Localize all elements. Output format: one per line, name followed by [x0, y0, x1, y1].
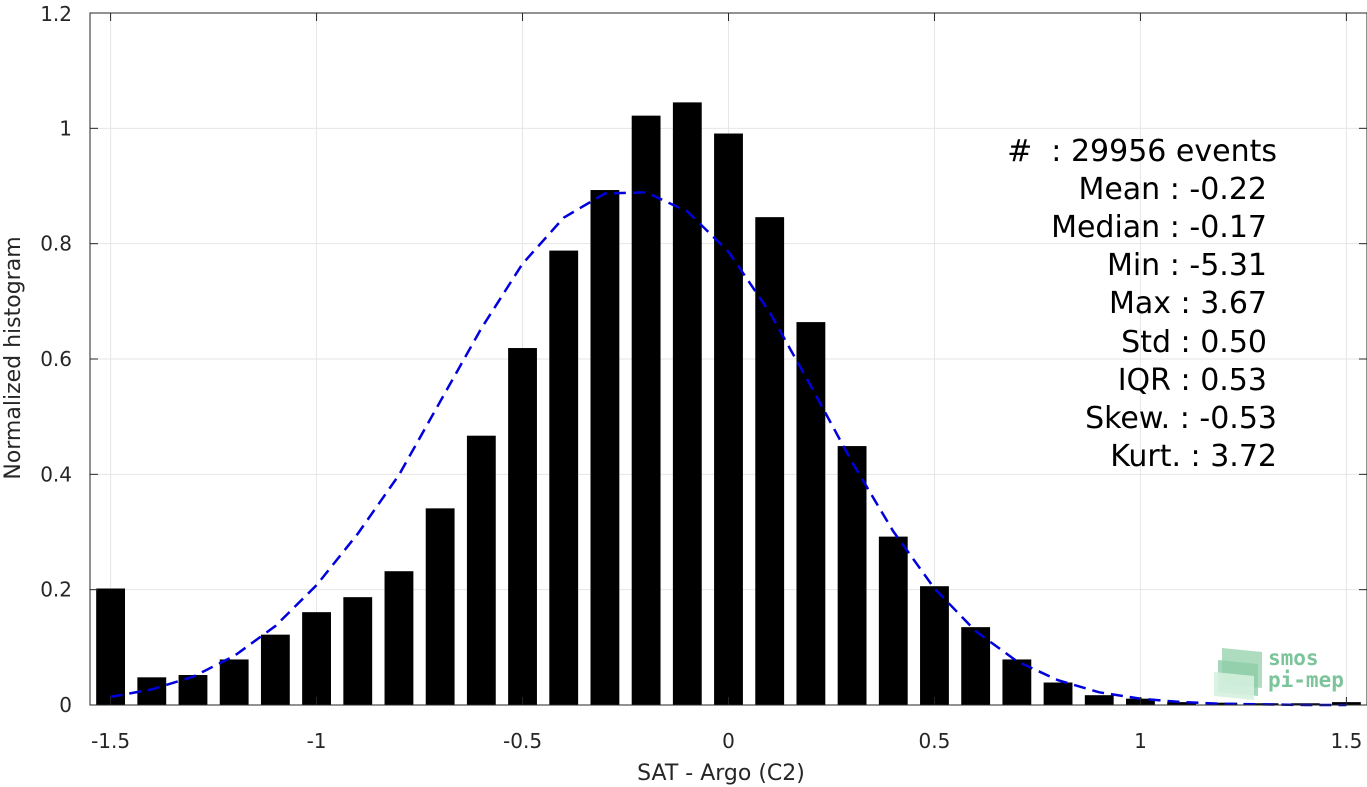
x-tick-label-0: -1.5	[91, 729, 130, 753]
stat-min: Min : -5.31	[1107, 248, 1267, 283]
bar-16	[755, 217, 785, 705]
x-tick-label-4: 0.5	[919, 729, 951, 753]
bar-4	[260, 634, 290, 705]
x-tick-label-6: 1.5	[1330, 729, 1362, 753]
bar-22	[1002, 659, 1032, 705]
stat-kurt: Kurt. : 3.72	[1110, 439, 1277, 474]
logo-mark-icon	[1214, 648, 1262, 700]
bar-0	[96, 588, 126, 705]
y-tick-label-5: 1	[59, 116, 72, 140]
bar-6	[343, 597, 373, 705]
bar-20	[920, 586, 949, 705]
axis-ticks: -1.5 -1 -0.5 0 0.5 1 1.5 0 0.2 0.4 0.6 0.8 1 1.2	[40, 2, 1367, 753]
bar-9	[466, 435, 496, 705]
x-axis-label: SAT - Argo (C2)	[637, 761, 805, 786]
x-tick-label-5: 1	[1134, 729, 1147, 753]
y-axis-label: Normalized histogram	[1, 236, 26, 479]
logo-line2: pi-mep	[1268, 668, 1344, 692]
bar-26	[1167, 702, 1197, 705]
stat-mean: Mean : -0.22	[1078, 172, 1267, 207]
bar-7	[384, 571, 414, 705]
bar-18	[837, 446, 867, 705]
stat-skew: Skew. : -0.53	[1085, 401, 1277, 436]
bar-24	[1084, 695, 1114, 705]
stats-box: # : 29956 events Mean : -0.22 Median : -…	[1007, 134, 1277, 474]
x-tick-label-2: -0.5	[503, 729, 542, 753]
y-tick-label-0: 0	[59, 693, 72, 717]
y-tick-label-2: 0.4	[40, 462, 72, 486]
bar-11	[549, 250, 579, 705]
bar-8	[425, 508, 455, 705]
stat-events: # : 29956 events	[1007, 134, 1277, 169]
x-tick-label-1: -1	[307, 729, 327, 753]
bar-1	[137, 677, 167, 705]
stat-iqr: IQR : 0.53	[1118, 363, 1267, 398]
y-tick-label-6: 1.2	[40, 2, 72, 26]
y-tick-label-4: 0.8	[40, 232, 72, 256]
bar-10	[508, 348, 537, 705]
stat-std: Std : 0.50	[1121, 325, 1267, 360]
smos-pi-mep-logo: smos pi-mep	[1214, 646, 1344, 700]
x-tick-label-3: 0	[722, 729, 735, 753]
bar-15	[714, 133, 743, 706]
histogram-bars	[96, 102, 1361, 706]
logo-line1: smos	[1268, 646, 1319, 670]
bar-2	[178, 675, 208, 705]
bar-13	[631, 115, 661, 705]
bar-17	[796, 322, 826, 705]
bar-14	[672, 102, 702, 706]
bar-23	[1043, 682, 1073, 705]
bar-21	[961, 627, 991, 705]
bar-19	[878, 536, 908, 705]
y-tick-label-3: 0.6	[40, 347, 72, 371]
bar-27	[1208, 702, 1238, 705]
y-tick-label-1: 0.2	[40, 578, 72, 602]
stat-median: Median : -0.17	[1051, 210, 1267, 245]
bar-12	[590, 190, 620, 705]
bar-3	[219, 659, 249, 705]
stat-max: Max : 3.67	[1109, 286, 1267, 321]
bar-5	[302, 612, 331, 705]
